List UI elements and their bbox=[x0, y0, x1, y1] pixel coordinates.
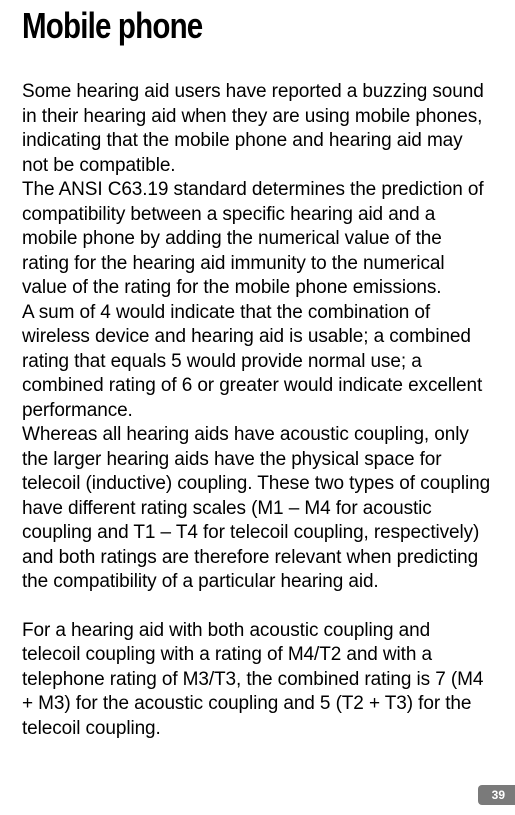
page-number-badge: 39 bbox=[478, 785, 515, 805]
paragraph-2: The ANSI C63.19 standard determines the … bbox=[22, 178, 493, 301]
paragraph-1: Some hearing aid users have reported a b… bbox=[22, 80, 493, 178]
paragraph-3: A sum of 4 would indicate that the combi… bbox=[22, 301, 493, 424]
paragraph-5: For a hearing aid with both acoustic cou… bbox=[22, 619, 493, 742]
body-text-block: Some hearing aid users have reported a b… bbox=[22, 80, 493, 741]
paragraph-4: Whereas all hearing aids have acoustic c… bbox=[22, 423, 493, 595]
document-page: Mobile phone Some hearing aid users have… bbox=[0, 0, 515, 741]
page-heading: Mobile phone bbox=[22, 8, 408, 44]
paragraph-spacer bbox=[22, 595, 493, 619]
